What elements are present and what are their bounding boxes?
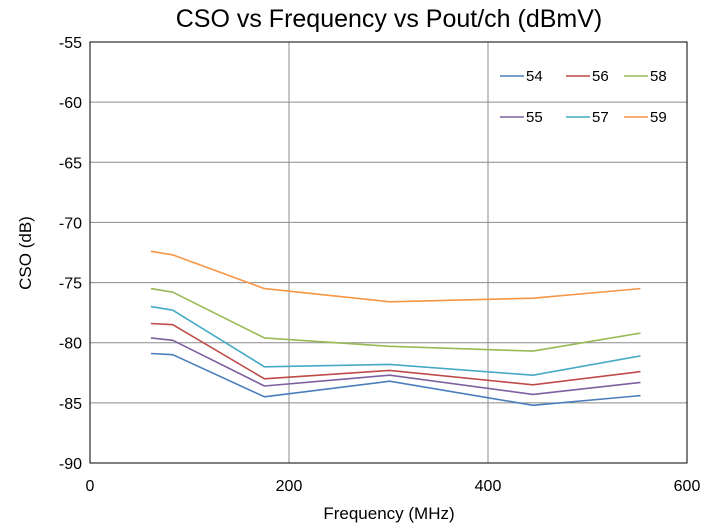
legend-label-59: 59 — [650, 109, 667, 126]
series-line-58 — [150, 287, 641, 352]
plot-area — [89, 41, 688, 464]
legend-label-56: 56 — [592, 68, 609, 85]
y-tick-label: -90 — [59, 456, 82, 473]
series-line-57 — [150, 305, 641, 377]
x-tick-label: 600 — [674, 478, 701, 495]
y-tick-label: -75 — [59, 276, 82, 293]
x-tick-label: 200 — [276, 478, 303, 495]
y-axis-title: CSO (dB) — [16, 216, 35, 290]
y-tick-label: -55 — [59, 35, 82, 52]
y-tick-label: -85 — [59, 396, 82, 413]
series-line-56 — [150, 322, 641, 386]
legend-label-55: 55 — [526, 109, 543, 126]
x-axis-title: Frequency (MHz) — [323, 504, 454, 523]
legend: 54 56 58 55 57 59 — [500, 68, 667, 126]
y-tick-label: -80 — [59, 336, 82, 353]
y-tick-label: -60 — [59, 95, 82, 112]
tick-labels: -55 -60 -65 -70 -75 -80 -85 -900 200 400 600 — [59, 35, 701, 495]
series-line-59 — [150, 250, 641, 303]
series-line-54 — [150, 352, 641, 407]
legend-label-57: 57 — [592, 109, 609, 126]
x-tick-label: 400 — [475, 478, 502, 495]
legend-label-58: 58 — [650, 68, 667, 85]
chart-title: CSO vs Frequency vs Pout/ch (dBmV) — [176, 5, 603, 33]
y-tick-label: -70 — [59, 215, 82, 232]
x-tick-label: 0 — [86, 478, 95, 495]
y-tick-label: -65 — [59, 155, 82, 172]
legend-label-54: 54 — [526, 68, 543, 85]
series-group — [150, 250, 641, 407]
series-line-55 — [150, 337, 641, 396]
